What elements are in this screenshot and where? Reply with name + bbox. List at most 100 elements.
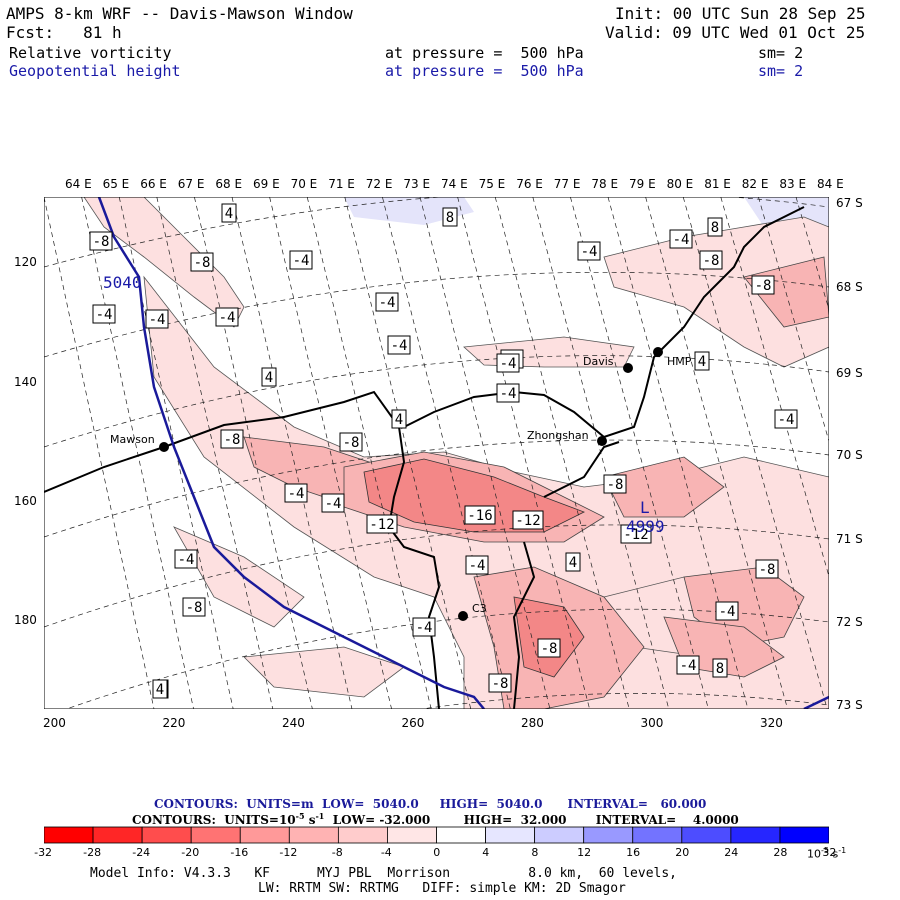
colorbar-unit-base: 10 bbox=[807, 847, 821, 861]
y-label: 180 bbox=[14, 613, 37, 627]
contour-units-exp2: -1 bbox=[315, 811, 325, 821]
vorticity-label-box bbox=[152, 679, 168, 699]
lon-label: 65 E bbox=[102, 177, 130, 191]
vorticity-label-box bbox=[774, 409, 798, 429]
vorticity-label-box bbox=[694, 351, 710, 371]
y-label: 140 bbox=[14, 375, 37, 389]
field2-name: Geopotential height bbox=[9, 62, 181, 80]
meridian-line bbox=[44, 197, 155, 709]
vorticity-label: -4 bbox=[778, 412, 795, 428]
contour-units-s: s bbox=[304, 813, 316, 827]
station-davis-marker bbox=[623, 363, 633, 373]
meridian-line bbox=[382, 197, 511, 709]
height-label-5040: 5040 bbox=[103, 273, 142, 292]
colorbar-swatch bbox=[141, 826, 192, 844]
vorticity-label: -8 bbox=[755, 278, 772, 294]
lon-label: 69 E bbox=[253, 177, 280, 191]
colorbar-swatch bbox=[583, 826, 634, 844]
station-mawson-marker bbox=[159, 442, 169, 452]
height-label-4999: 4999 bbox=[626, 517, 665, 536]
vorticity-label: -4 bbox=[416, 620, 433, 636]
vorticity-label: -4 bbox=[719, 604, 736, 620]
x-label: 300 bbox=[640, 716, 664, 730]
meridian-line bbox=[682, 197, 828, 709]
vorticity-label: -8 bbox=[194, 255, 211, 271]
vorticity-label-box bbox=[442, 207, 458, 227]
colorbar-swatch bbox=[632, 826, 683, 844]
lon-label: 75 E bbox=[478, 177, 506, 191]
vorticity-label-box bbox=[182, 597, 206, 617]
colorbar-swatch bbox=[779, 826, 829, 844]
vorticity-label-box bbox=[89, 231, 113, 251]
colorbar-tick: -4 bbox=[380, 846, 392, 859]
lon-label: 74 E bbox=[441, 177, 468, 191]
lon-label: 78 E bbox=[591, 177, 619, 191]
colorbar-unit-s: s bbox=[832, 847, 839, 861]
lon-label: 81 E bbox=[704, 177, 731, 191]
vorticity-label: -4 bbox=[680, 658, 697, 674]
station-c3-marker bbox=[458, 611, 468, 621]
colorbar-swatch bbox=[730, 826, 781, 844]
vorticity-label-box bbox=[577, 241, 601, 261]
x-label: 220 bbox=[162, 716, 186, 730]
vorticity-label-box bbox=[174, 549, 198, 569]
lon-label: 71 E bbox=[328, 177, 355, 191]
vorticity-label-box bbox=[261, 367, 277, 387]
field1-name: Relative vorticity bbox=[9, 44, 172, 62]
vorticity-label: -4 bbox=[288, 486, 305, 502]
colorbar-tick: -32 bbox=[34, 846, 53, 859]
colorbar-swatch bbox=[44, 826, 94, 844]
vorticity-label-box bbox=[603, 474, 627, 494]
vorticity-label-box bbox=[620, 524, 652, 544]
vorticity-label: -4 bbox=[500, 386, 517, 402]
lon-label: 66 E bbox=[140, 177, 167, 191]
lon-label: 72 E bbox=[365, 177, 393, 191]
vorticity-label: -4 bbox=[178, 552, 195, 568]
colorbar-tick: -24 bbox=[132, 846, 151, 859]
colorbar-swatch bbox=[190, 826, 241, 844]
colorbar-tick: -16 bbox=[230, 846, 249, 859]
colorbar-tick: 12 bbox=[577, 846, 592, 859]
field1-smoothing: sm= 2 bbox=[758, 44, 804, 62]
vorticity-label: 8 bbox=[711, 220, 719, 236]
vorticity-label-box bbox=[755, 559, 779, 579]
vorticity-label-box bbox=[145, 309, 169, 329]
vorticity-label: -4 bbox=[96, 307, 113, 323]
vorticity-label-box bbox=[464, 505, 496, 525]
vorticity-label-box bbox=[375, 292, 399, 312]
vorticity-label: 4 bbox=[569, 555, 577, 571]
vorticity-label: 4 bbox=[395, 412, 403, 428]
colorbar-tick: 0 bbox=[433, 846, 441, 859]
vorticity-label: 8 bbox=[446, 210, 454, 226]
lat-label: 72 S bbox=[836, 615, 863, 629]
colorbar-tick: 20 bbox=[675, 846, 690, 859]
colorbar-swatch bbox=[239, 826, 290, 844]
y-label: 160 bbox=[14, 494, 37, 508]
lat-label: 73 S bbox=[836, 698, 863, 712]
station-label-hmp: HMP bbox=[667, 355, 692, 368]
vorticity-label: -4 bbox=[581, 244, 598, 260]
colorbar bbox=[44, 826, 829, 844]
x-label: 260 bbox=[401, 716, 425, 730]
vorticity-label: 4 bbox=[698, 354, 706, 370]
vorticity-label: -4 bbox=[149, 312, 166, 328]
lon-label: 79 E bbox=[629, 177, 656, 191]
colorbar-tick: 16 bbox=[626, 846, 641, 859]
colorbar-swatch bbox=[681, 826, 732, 844]
lon-label: 64 E bbox=[65, 177, 92, 191]
vorticity-label-box bbox=[676, 655, 700, 675]
y-label: 120 bbox=[14, 255, 37, 269]
contour-range: LOW= -32.000 HIGH= 32.000 INTERVAL= 4.00… bbox=[324, 813, 739, 827]
contour-units: CONTOURS: UNITS=10 bbox=[132, 813, 296, 827]
vorticity-label-box bbox=[715, 601, 739, 621]
colorbar-tick: 32 bbox=[822, 846, 837, 859]
colorbar-swatch bbox=[337, 826, 388, 844]
vorticity-label-box bbox=[412, 617, 436, 637]
meridian-line bbox=[156, 197, 274, 709]
physics-info: LW: RRTM SW: RRTMG DIFF: simple KM: 2D S… bbox=[258, 881, 626, 896]
vorticity-label-box bbox=[669, 229, 693, 249]
coastline bbox=[44, 206, 805, 709]
field1-level: at pressure = 500 hPa bbox=[385, 44, 584, 62]
colorbar-tick: -8 bbox=[331, 846, 343, 859]
vorticity-label: -4 bbox=[500, 356, 517, 372]
